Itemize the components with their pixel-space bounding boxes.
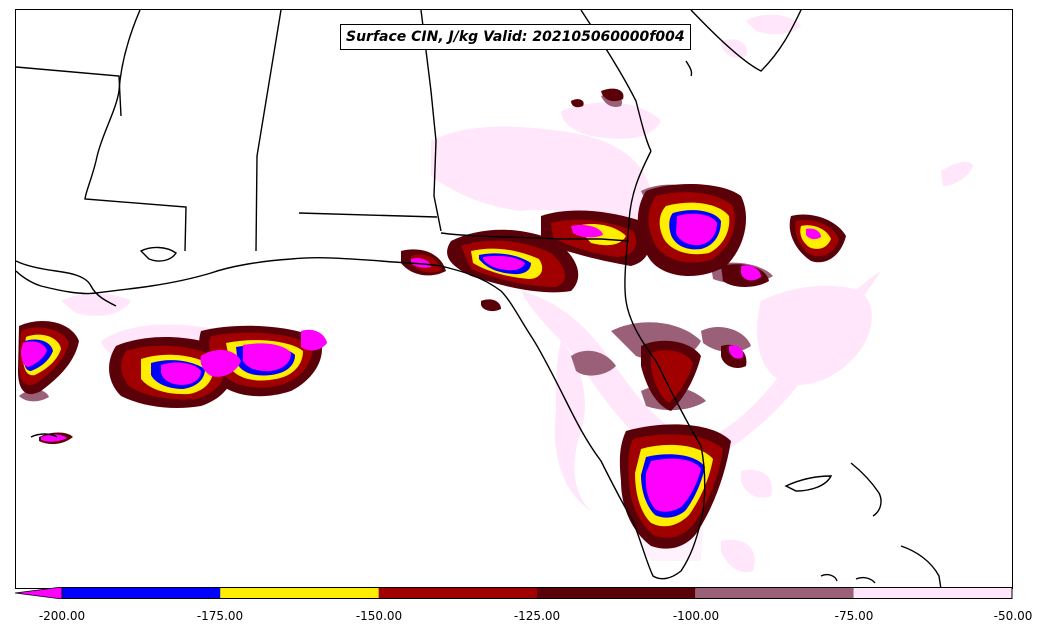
- colorbar-segment: [695, 587, 854, 599]
- cin-magenta-areas: [21, 213, 821, 512]
- colorbar-tick-label: -75.00: [834, 609, 874, 623]
- colorbar: [15, 587, 1013, 599]
- colorbar-tick-label: -150.00: [355, 609, 403, 623]
- colorbar-extend-arrow: [15, 587, 63, 599]
- colorbar-segments: [62, 587, 1012, 599]
- map-panel: Surface CIN, J/kg Valid: 202105060000f00…: [15, 9, 1013, 589]
- colorbar-segment: [62, 587, 221, 599]
- cin-map: [16, 10, 973, 588]
- map-title: Surface CIN, J/kg Valid: 202105060000f00…: [340, 24, 691, 50]
- colorbar-tick-label: -125.00: [513, 609, 561, 623]
- colorbar-tick-label: -50.00: [993, 609, 1033, 623]
- colorbar-segment: [220, 587, 379, 599]
- colorbar-segment: [378, 587, 537, 599]
- colorbar-segment: [853, 587, 1012, 599]
- colorbar-tick-label: -100.00: [672, 609, 720, 623]
- colorbar-tick-label: -175.00: [196, 609, 244, 623]
- colorbar-outline: [61, 587, 1013, 599]
- cin-pink-areas: [61, 14, 973, 573]
- coastlines-and-borders: [16, 10, 942, 588]
- colorbar-tick-label: -200.00: [38, 609, 86, 623]
- colorbar-segment: [537, 587, 696, 599]
